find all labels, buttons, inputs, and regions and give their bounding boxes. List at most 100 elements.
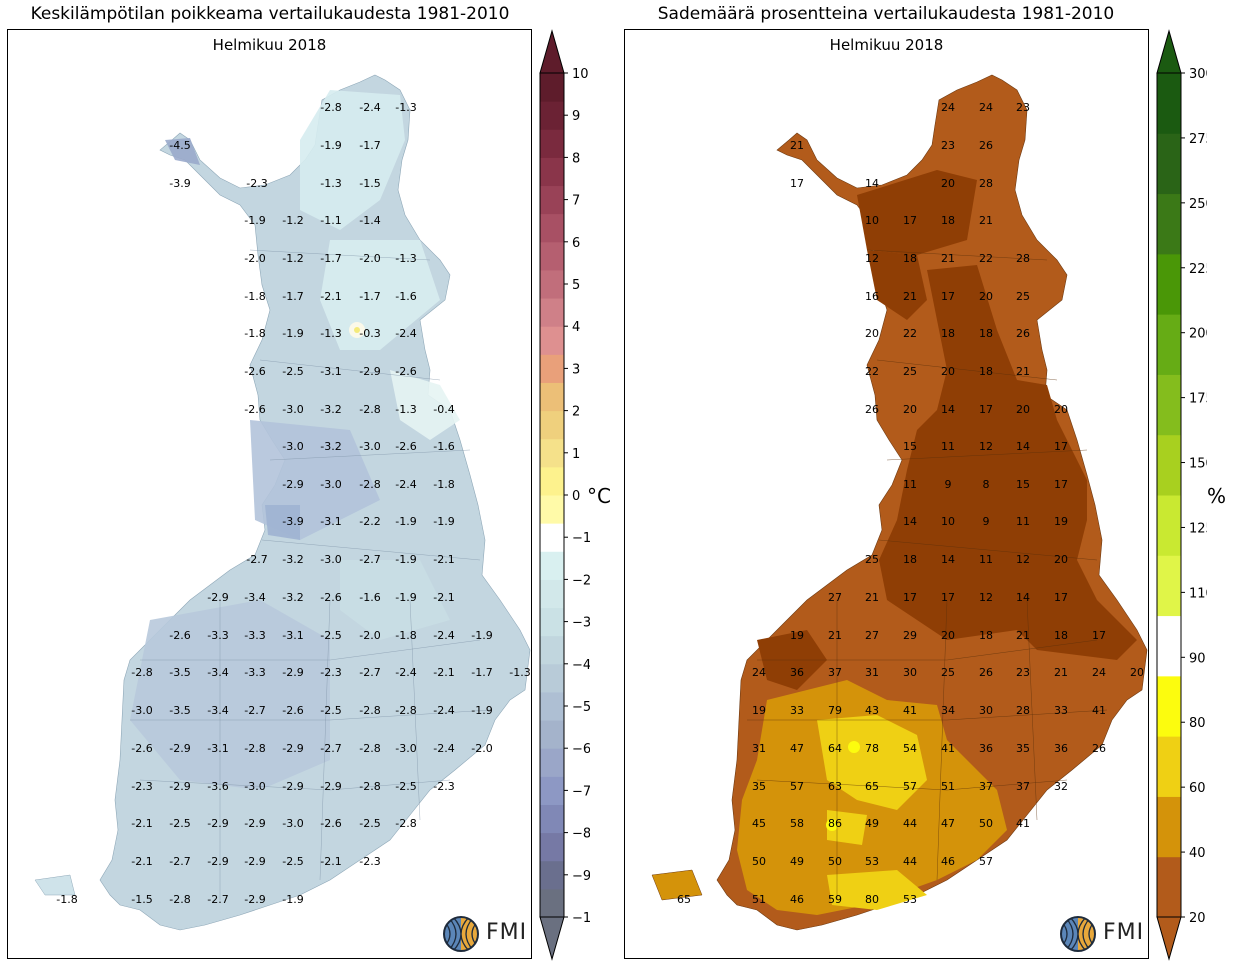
station-value-label: -2.5 — [282, 855, 303, 868]
station-value-label: 18 — [979, 629, 993, 642]
temperature-map-subtitle: Helmikuu 2018 — [212, 36, 327, 54]
temperature-shading-region — [320, 240, 440, 350]
station-value-label: 23 — [1016, 101, 1030, 114]
station-value-label: 41 — [1092, 704, 1106, 717]
station-value-label: -3.0 — [282, 403, 303, 416]
station-value-label: 22 — [979, 252, 993, 265]
station-value-label: -2.5 — [169, 817, 190, 830]
station-value-label: -1.8 — [395, 629, 416, 642]
station-value-label: 37 — [828, 666, 842, 679]
station-value-label: -3.2 — [282, 591, 303, 604]
station-value-label: 18 — [979, 327, 993, 340]
station-value-label: 16 — [865, 290, 879, 303]
station-value-label: 26 — [865, 403, 879, 416]
station-value-label: 79 — [828, 704, 842, 717]
station-value-label: -2.7 — [359, 666, 380, 679]
station-value-label: -0.4 — [433, 403, 454, 416]
region-boundary — [866, 249, 1048, 261]
region-boundary — [756, 779, 1068, 791]
precipitation-chart-title: Sademäärä prosentteina vertailukaudesta … — [657, 4, 1115, 24]
station-value-label: -1.3 — [395, 101, 416, 114]
colorbar-tick-label: 175 — [1189, 392, 1207, 407]
station-value-label: -2.7 — [246, 553, 267, 566]
station-value-label: 36 — [979, 742, 993, 755]
colorbar-max-arrow — [1156, 29, 1182, 74]
station-value-label: -0.3 — [359, 327, 380, 340]
station-value-label: 46 — [941, 855, 955, 868]
colorbar-tick-label: 80 — [1189, 716, 1206, 731]
station-value-label: -1.2 — [282, 214, 303, 227]
station-value-label: -3.0 — [395, 742, 416, 755]
station-value-label: 9 — [983, 515, 990, 528]
station-value-label: -2.8 — [244, 742, 265, 755]
temperature-shading-region — [130, 600, 330, 790]
station-value-label: -3.2 — [320, 440, 341, 453]
station-value-label: 12 — [979, 591, 993, 604]
station-value-label: -1.4 — [359, 214, 380, 227]
colorbar-tick-label: −9 — [572, 869, 590, 884]
station-value-label: -2.7 — [320, 742, 341, 755]
colorbar-tick-label: 20 — [1189, 911, 1206, 926]
station-value-label: 21 — [1016, 629, 1030, 642]
colorbar-segment — [540, 438, 564, 468]
station-value-label: 24 — [752, 666, 766, 679]
station-value-label: 17 — [1054, 478, 1068, 491]
station-value-label: -3.9 — [282, 515, 303, 528]
region-boundary — [757, 639, 1098, 661]
colorbar-segment — [1157, 374, 1181, 436]
colorbar-tick-label: −2 — [572, 573, 590, 588]
station-value-label: 15 — [903, 440, 917, 453]
station-value-label: 21 — [865, 591, 879, 604]
station-value-label: 21 — [828, 629, 842, 642]
fmi-logo-icon — [1060, 916, 1096, 952]
station-value-label: -2.6 — [244, 403, 265, 416]
station-value-label: -3.0 — [359, 440, 380, 453]
station-value-label: -2.9 — [282, 666, 303, 679]
station-value-label: -3.4 — [207, 666, 228, 679]
station-value-label: -3.5 — [169, 704, 190, 717]
colorbar-segment — [540, 523, 564, 552]
colorbar-segment — [540, 466, 564, 496]
colorbar-tick-label: 200 — [1189, 327, 1207, 342]
station-value-label: 20 — [903, 403, 917, 416]
station-value-label: -2.5 — [320, 629, 341, 642]
station-value-label: 26 — [979, 666, 993, 679]
colorbar-segment — [540, 101, 564, 130]
station-value-label: -2.6 — [395, 365, 416, 378]
station-value-label: -2.9 — [244, 817, 265, 830]
station-value-label: -2.3 — [433, 780, 454, 793]
station-value-label: 15 — [1016, 478, 1030, 491]
region-boundary — [140, 639, 481, 661]
station-value-label: 14 — [941, 553, 955, 566]
station-value-label: -2.1 — [433, 553, 454, 566]
station-value-label: -1.6 — [433, 440, 454, 453]
station-value-label: -2.9 — [282, 780, 303, 793]
temperature-colorbar-unit: °C — [587, 484, 611, 508]
precipitation-shading-region — [867, 250, 927, 320]
station-value-label: 47 — [790, 742, 804, 755]
station-value-label: 53 — [865, 855, 879, 868]
station-value-label: 28 — [1016, 252, 1030, 265]
fmi-logo-left: FMI — [441, 914, 526, 954]
station-value-label: 19 — [790, 629, 804, 642]
station-value-label: 54 — [903, 742, 917, 755]
station-value-label: 27 — [828, 591, 842, 604]
station-value-label: -3.0 — [244, 780, 265, 793]
station-value-label: 63 — [828, 780, 842, 793]
colorbar-tick-label: −5 — [572, 700, 590, 715]
aland-islands — [651, 869, 703, 901]
colorbar-segment — [1157, 615, 1181, 677]
station-value-label: -1.9 — [395, 553, 416, 566]
colorbar-segment — [540, 298, 564, 327]
station-value-label: 36 — [1054, 742, 1068, 755]
station-value-label: 19 — [752, 704, 766, 717]
station-value-label: 21 — [941, 252, 955, 265]
station-value-label: 14 — [865, 177, 879, 190]
station-value-label: 50 — [979, 817, 993, 830]
station-value-label: 25 — [865, 553, 879, 566]
station-value-label: -3.9 — [169, 177, 190, 190]
station-value-label: 21 — [1016, 365, 1030, 378]
station-value-label: 14 — [1016, 591, 1030, 604]
colorbar-segment — [540, 579, 564, 609]
station-value-label: -2.8 — [395, 704, 416, 717]
